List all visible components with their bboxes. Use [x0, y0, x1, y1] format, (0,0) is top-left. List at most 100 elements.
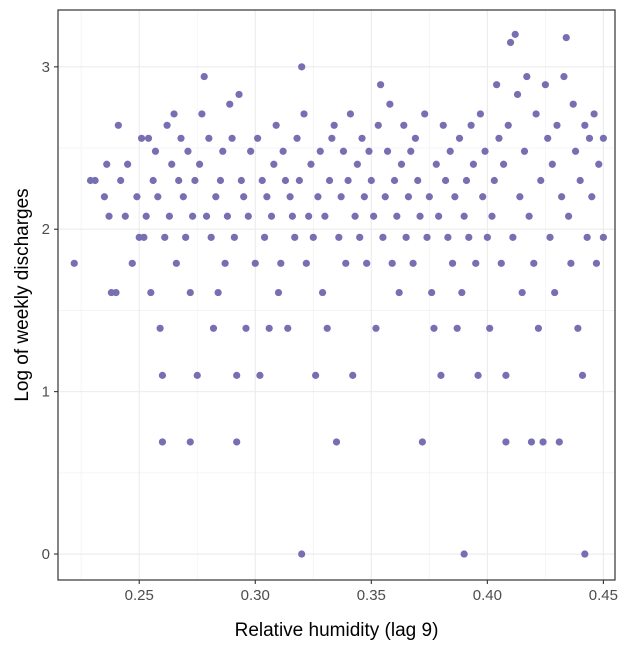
data-point: [198, 110, 206, 118]
data-point: [277, 259, 285, 267]
plot-border: [57, 9, 616, 581]
data-point: [537, 176, 545, 185]
data-point: [117, 176, 125, 185]
data-point: [219, 147, 227, 155]
data-point: [344, 176, 352, 185]
data-point: [186, 438, 194, 446]
data-point: [212, 193, 220, 201]
data-point: [581, 550, 589, 558]
data-point: [256, 371, 264, 379]
y-axis-ticks: 0 1 2 3: [42, 59, 58, 563]
data-point: [237, 176, 245, 185]
data-point: [502, 371, 510, 379]
x-tick-label: 0.30: [241, 587, 270, 604]
data-point: [240, 193, 248, 201]
data-point: [595, 160, 603, 168]
data-point: [388, 259, 396, 267]
data-point: [288, 212, 297, 220]
data-point: [293, 134, 301, 142]
data-point: [267, 212, 276, 220]
data-point: [569, 100, 577, 108]
y-tick-label: 2: [42, 221, 50, 238]
data-point: [534, 324, 543, 332]
data-point: [583, 233, 591, 241]
data-point: [195, 160, 204, 168]
data-point: [242, 324, 250, 332]
data-point: [370, 212, 378, 220]
data-point: [409, 259, 417, 267]
data-point: [532, 110, 540, 118]
data-point: [154, 193, 162, 201]
x-tick-label: 0.35: [357, 587, 386, 604]
data-point: [205, 134, 213, 142]
data-point: [349, 371, 357, 379]
data-point: [592, 259, 601, 267]
data-point: [230, 233, 238, 241]
data-point: [599, 233, 607, 241]
data-point: [100, 193, 109, 201]
data-point: [316, 147, 324, 155]
data-point: [360, 193, 368, 201]
x-tick-label: 0.45: [589, 587, 618, 604]
data-point: [226, 100, 234, 108]
data-point: [590, 110, 598, 118]
data-point: [479, 193, 487, 201]
data-point: [481, 147, 489, 155]
data-point: [476, 110, 484, 118]
data-point: [318, 288, 327, 297]
data-point: [462, 176, 471, 185]
data-point: [128, 259, 136, 267]
data-point: [182, 233, 190, 241]
data-point: [184, 147, 192, 155]
data-point: [523, 72, 531, 81]
data-point: [179, 193, 187, 201]
y-tick-label: 0: [42, 546, 50, 563]
data-point: [513, 90, 522, 99]
data-point: [307, 160, 315, 168]
data-point: [518, 288, 526, 297]
data-point: [578, 371, 587, 379]
data-point: [581, 121, 589, 129]
grid-lines: [58, 10, 615, 580]
data-point: [70, 259, 78, 267]
data-point: [202, 212, 211, 220]
data-point: [506, 38, 515, 47]
data-point: [500, 160, 508, 168]
data-point: [339, 147, 348, 155]
data-point: [177, 134, 185, 142]
data-point: [404, 193, 413, 201]
data-point: [555, 438, 563, 446]
data-point: [328, 134, 336, 142]
data-point: [295, 176, 303, 185]
data-point: [365, 147, 373, 155]
data-point: [527, 438, 536, 446]
y-axis-title: Log of weekly discharges: [12, 188, 33, 401]
data-point: [193, 371, 201, 379]
data-point: [263, 193, 271, 201]
data-point: [446, 147, 454, 155]
data-point: [541, 81, 549, 89]
x-axis-ticks: 0.25 0.30 0.35 0.40 0.45: [125, 580, 618, 604]
data-point: [332, 438, 341, 446]
data-point: [244, 212, 252, 220]
data-point: [325, 176, 334, 185]
data-point: [571, 147, 580, 155]
data-point: [564, 212, 573, 220]
data-point: [439, 121, 447, 129]
data-point: [400, 121, 408, 129]
data-point: [428, 288, 436, 297]
data-point: [91, 176, 99, 185]
data-point: [235, 90, 243, 99]
data-point: [502, 438, 510, 446]
data-point: [175, 176, 183, 185]
data-point: [323, 324, 331, 332]
data-point: [298, 550, 306, 558]
data-point: [209, 324, 218, 332]
data-point: [279, 147, 287, 155]
data-point: [465, 233, 473, 241]
data-point: [284, 324, 292, 332]
data-point: [430, 324, 438, 332]
data-point: [165, 212, 173, 220]
data-point: [189, 212, 197, 220]
data-point: [516, 193, 524, 201]
